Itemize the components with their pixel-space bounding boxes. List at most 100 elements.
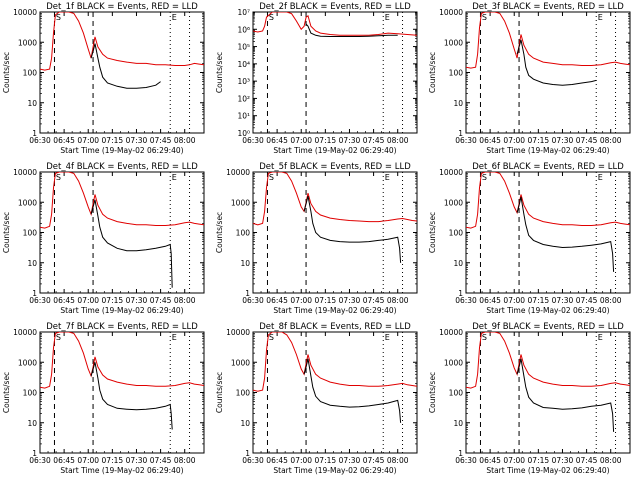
x-tick-label: 06:45 [53, 136, 75, 145]
events-series-line [303, 195, 402, 263]
events-series-line [516, 196, 615, 272]
y-tick-label: 1 [32, 449, 37, 458]
end-marker-label: E [385, 13, 390, 22]
plot-frame [252, 11, 418, 134]
y-tick-label: 10000 [13, 328, 37, 337]
x-tick-label: 06:45 [479, 456, 501, 465]
y-tick-label: 10 [453, 99, 463, 108]
x-tick-label: 07:00 [503, 136, 525, 145]
x-axis-label: Start Time (19-May-02 06:29:40) [273, 146, 396, 155]
x-tick-label: 06:45 [479, 136, 501, 145]
x-tick-label: 07:45 [150, 456, 172, 465]
x-tick-label: 06:45 [479, 296, 501, 305]
x-axis-label: Start Time (19-May-02 06:29:40) [60, 306, 183, 315]
x-tick-label: 06:30 [455, 296, 477, 305]
x-tick-label: 07:15 [528, 296, 550, 305]
y-tick-label: 10⁶ [237, 25, 250, 34]
y-tick-label: 10⁷ [237, 8, 250, 17]
x-tick-label: 08:00 [600, 296, 622, 305]
lld-series-line [253, 12, 417, 36]
end-marker-label: E [172, 13, 177, 22]
y-tick-label: 1 [32, 129, 37, 138]
y-tick-label: 1 [32, 289, 37, 298]
start-marker-label: S [269, 173, 274, 182]
plot-title: Det_3f BLACK = Events, RED = LLD [472, 2, 624, 12]
x-tick-label: 06:30 [29, 456, 51, 465]
lld-series-line [253, 172, 417, 226]
x-tick-label: 07:00 [77, 456, 99, 465]
x-tick-label: 07:15 [102, 296, 124, 305]
y-tick-label: 10¹ [237, 112, 250, 121]
y-tick-label: 1000 [444, 198, 463, 207]
x-tick-label: 07:00 [290, 136, 312, 145]
x-tick-label: 07:00 [77, 296, 99, 305]
x-axis-label: Start Time (19-May-02 06:29:40) [60, 146, 183, 155]
x-tick-label: 07:45 [576, 296, 598, 305]
x-tick-label: 07:45 [576, 136, 598, 145]
x-tick-label: 08:00 [174, 296, 196, 305]
x-tick-label: 07:00 [290, 456, 312, 465]
lld-series-line [40, 172, 204, 229]
plot-title: Det_7f BLACK = Events, RED = LLD [46, 322, 198, 332]
y-tick-label: 1 [458, 129, 463, 138]
x-tick-label: 07:15 [528, 456, 550, 465]
x-tick-label: 08:00 [174, 456, 196, 465]
x-tick-label: 08:00 [387, 296, 409, 305]
y-tick-label: 1000 [231, 358, 250, 367]
y-tick-label: 10² [237, 94, 250, 103]
plot-title: Det_1f BLACK = Events, RED = LLD [46, 2, 198, 12]
detector-plot-6: Det_6f BLACK = Events, RED = LLD 1 10 100 10… [428, 162, 631, 315]
events-series-line [305, 23, 398, 37]
detector-plot-9: Det_9f BLACK = Events, RED = LLD 1 10 100 10… [428, 322, 631, 475]
x-tick-label: 07:30 [339, 136, 361, 145]
y-tick-label: 1000 [18, 38, 37, 47]
x-tick-label: 07:30 [126, 296, 148, 305]
detector-plot-4: Det_4f BLACK = Events, RED = LLD 1 10 100 10… [2, 162, 205, 315]
plot-title: Det_5f BLACK = Events, RED = LLD [259, 162, 411, 172]
detector-plot-1: Det_1f BLACK = Events, RED = LLD 1 10 100 10… [2, 2, 205, 155]
y-tick-label: 100 [23, 389, 38, 398]
events-series-line [516, 358, 615, 432]
start-marker-label: S [482, 13, 487, 22]
lld-series-line [466, 172, 630, 229]
x-tick-label: 07:15 [315, 456, 337, 465]
plot-title: Det_4f BLACK = Events, RED = LLD [46, 162, 198, 172]
y-axis-label: Counts/sec [215, 372, 224, 413]
start-marker-label: S [482, 333, 487, 342]
events-series-line [516, 39, 597, 86]
x-axis-label: Start Time (19-May-02 06:29:40) [273, 466, 396, 475]
y-axis-label: Counts/sec [2, 52, 11, 93]
start-marker-label: S [56, 13, 61, 22]
y-tick-label: 10³ [237, 77, 250, 86]
detector-plot-3: Det_3f BLACK = Events, RED = LLD 1 10 100 10… [428, 2, 631, 155]
y-tick-label: 1000 [444, 38, 463, 47]
y-tick-label: 10 [27, 259, 37, 268]
x-tick-label: 07:45 [576, 456, 598, 465]
y-tick-label: 1000 [18, 358, 37, 367]
end-marker-label: E [172, 333, 177, 342]
y-tick-label: 10000 [13, 8, 37, 17]
lld-series-line [40, 332, 204, 389]
x-tick-label: 07:30 [552, 456, 574, 465]
x-tick-label: 06:45 [266, 456, 288, 465]
y-tick-label: 100 [449, 389, 464, 398]
plot-title: Det_2f BLACK = Events, RED = LLD [259, 2, 411, 12]
x-tick-label: 07:45 [363, 136, 385, 145]
y-tick-label: 1 [245, 449, 250, 458]
x-tick-label: 06:45 [53, 456, 75, 465]
x-tick-label: 06:30 [29, 296, 51, 305]
lld-series-line [253, 332, 417, 392]
y-tick-label: 10 [27, 99, 37, 108]
y-tick-label: 10 [240, 259, 250, 268]
x-tick-label: 07:00 [503, 296, 525, 305]
detector-plot-2: Det_2f BLACK = Events, RED = LLD 10⁰ 10¹ 10… [215, 2, 418, 155]
y-tick-label: 10000 [439, 168, 463, 177]
start-marker-label: S [56, 173, 61, 182]
detector-plot-7: Det_7f BLACK = Events, RED = LLD 1 10 100 10… [2, 322, 205, 475]
x-tick-label: 07:00 [77, 136, 99, 145]
x-tick-label: 07:30 [126, 456, 148, 465]
x-tick-label: 06:30 [242, 296, 264, 305]
y-tick-label: 1000 [231, 198, 250, 207]
plot-frame [465, 171, 631, 294]
plot-frame [252, 331, 418, 454]
